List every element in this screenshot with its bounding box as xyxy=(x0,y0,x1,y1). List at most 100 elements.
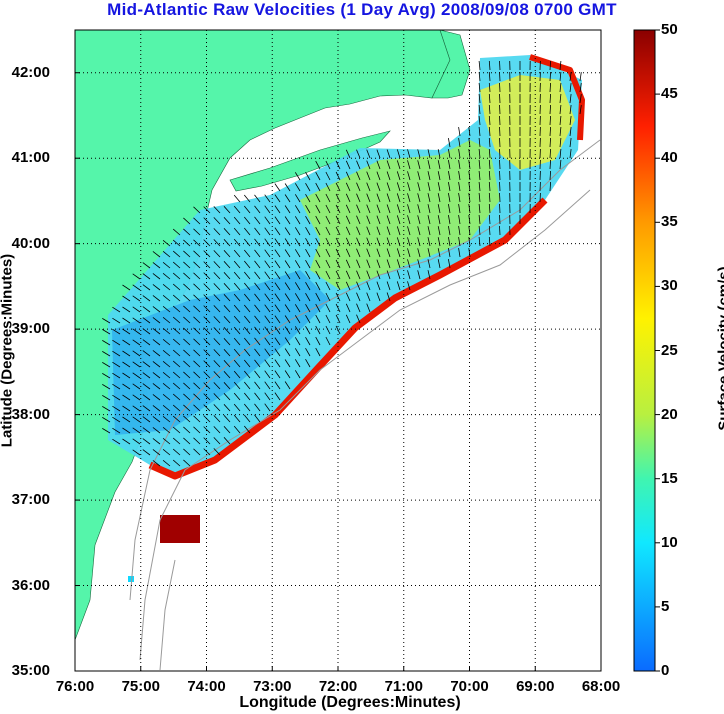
velocity-vector xyxy=(274,183,281,192)
velocity-vector xyxy=(152,372,161,379)
velocity-vector xyxy=(203,316,211,324)
velocity-vector xyxy=(335,182,341,192)
velocity-vector xyxy=(437,182,441,192)
velocity-vector xyxy=(132,328,141,335)
velocity-vector xyxy=(366,160,371,170)
velocity-vector xyxy=(366,215,371,225)
velocity-vector xyxy=(396,182,401,192)
velocity-vector xyxy=(294,205,301,214)
velocity-vector xyxy=(335,215,341,225)
velocity-vector xyxy=(579,94,582,104)
velocity-vector xyxy=(122,383,131,390)
velocity-vector xyxy=(183,448,191,456)
velocity-vector xyxy=(162,426,171,434)
velocity-vector xyxy=(325,325,331,335)
velocity-vector xyxy=(162,294,171,302)
velocity-vector xyxy=(325,237,331,247)
velocity-vector xyxy=(243,348,251,357)
velocity-vector xyxy=(152,295,161,302)
velocity-vector xyxy=(437,259,441,269)
velocity-vector xyxy=(233,194,241,203)
velocity-vector xyxy=(315,160,321,170)
velocity-vector xyxy=(193,437,201,445)
velocity-vector xyxy=(254,271,261,280)
velocity-vector xyxy=(213,250,221,258)
velocity-vector xyxy=(325,270,331,280)
velocity-vector xyxy=(203,261,211,269)
velocity-vector xyxy=(274,293,281,302)
velocity-vector xyxy=(488,225,491,236)
velocity-vector xyxy=(233,293,241,302)
velocity-vector xyxy=(478,214,481,225)
velocity-vector xyxy=(468,215,471,225)
velocity-vector xyxy=(407,281,411,291)
speed-zone-green xyxy=(300,140,500,290)
velocity-vector xyxy=(243,326,251,335)
velocity-vector xyxy=(203,327,211,335)
velocity-vector xyxy=(213,316,221,324)
velocity-vector xyxy=(488,60,491,71)
velocity-vector xyxy=(162,437,171,445)
velocity-vector xyxy=(274,359,281,368)
velocity-vector xyxy=(356,303,361,313)
velocity-vector xyxy=(122,372,131,379)
velocity-vector xyxy=(315,347,321,357)
velocity-vector xyxy=(305,348,311,357)
velocity-vector xyxy=(499,137,501,148)
velocity-vector xyxy=(183,283,191,291)
velocity-vector xyxy=(142,350,151,357)
velocity-vector xyxy=(335,270,341,280)
velocity-vector xyxy=(243,282,251,291)
velocity-vector xyxy=(294,304,301,313)
velocity-vector xyxy=(122,350,131,357)
velocity-vector xyxy=(579,105,582,115)
velocity-vector xyxy=(254,326,261,335)
velocity-vector xyxy=(132,295,141,302)
velocity-vector xyxy=(172,283,181,291)
velocity-vector xyxy=(203,272,211,280)
velocity-vector xyxy=(417,259,421,269)
velocity-vector xyxy=(203,349,211,357)
velocity-vector xyxy=(223,228,231,236)
velocity-vector xyxy=(448,138,451,148)
velocity-vector xyxy=(183,338,191,346)
velocity-vector xyxy=(468,226,471,236)
velocity-vector xyxy=(254,304,261,313)
velocity-vector xyxy=(122,438,131,445)
velocity-vector xyxy=(254,249,261,258)
velocity-vector xyxy=(223,426,231,434)
velocity-vector xyxy=(264,403,271,412)
velocity-vector xyxy=(315,237,321,247)
velocity-vector xyxy=(386,204,391,214)
velocity-vector xyxy=(549,148,551,159)
velocity-vector xyxy=(162,459,171,467)
velocity-vector xyxy=(264,271,271,280)
velocity-vector xyxy=(233,271,241,280)
velocity-vector xyxy=(132,449,141,456)
velocity-vector xyxy=(305,227,311,236)
velocity-vector xyxy=(345,314,351,324)
velocity-vector xyxy=(233,304,241,313)
velocity-vector xyxy=(549,60,551,71)
colorbar-label: Surface Velocity (cm/s) xyxy=(715,266,724,431)
velocity-vector xyxy=(122,328,131,335)
velocity-vector xyxy=(183,261,191,269)
velocity-vector xyxy=(274,337,281,346)
velocity-vector xyxy=(407,215,411,225)
velocity-vector xyxy=(478,203,481,214)
velocity-vector xyxy=(488,126,491,137)
velocity-vector xyxy=(233,216,241,225)
velocity-vector xyxy=(376,281,381,291)
velocity-vector xyxy=(458,160,461,170)
colorbar-tick-label: 25 xyxy=(661,341,678,359)
velocity-vector xyxy=(488,159,491,170)
velocity-vector xyxy=(448,193,451,203)
velocity-vector xyxy=(233,205,241,214)
velocity-vector xyxy=(264,370,271,379)
velocity-vector xyxy=(132,306,141,313)
velocity-vector xyxy=(132,427,141,434)
velocity-vector xyxy=(478,181,481,192)
velocity-vector xyxy=(152,460,161,467)
velocity-vector xyxy=(223,360,231,368)
velocity-vector xyxy=(223,294,231,302)
